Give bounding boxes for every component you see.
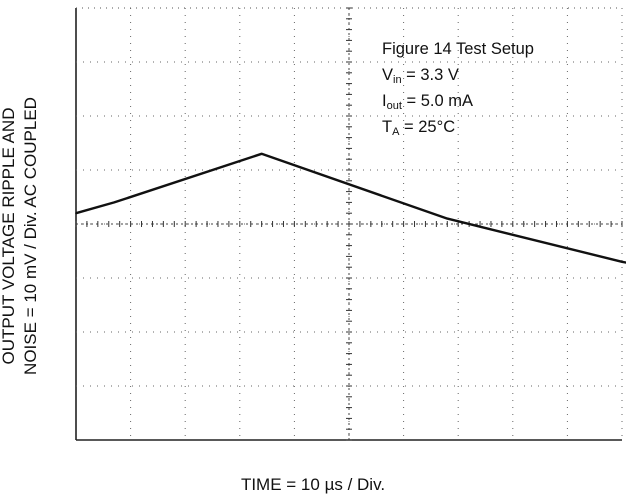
- test-conditions-annotation: Figure 14 Test Setup Vin = 3.3 V Iout = …: [382, 36, 534, 140]
- trace-point: [113, 201, 116, 204]
- x-axis-label: TIME = 10 µs / Div.: [240, 475, 386, 494]
- trace-point: [75, 212, 77, 214]
- annotation-vin: Vin = 3.3 V: [382, 66, 459, 86]
- annotation-setup: Figure 14 Test Setup: [382, 40, 534, 58]
- annotation-iout: Iout = 5.0 mA: [382, 92, 473, 112]
- trace-point: [260, 153, 263, 155]
- ripple-trace: [75, 152, 626, 264]
- trace-point: [446, 217, 449, 220]
- y-axis-label-line-2: NOISE = 10 mV / Div. AC COUPLED: [21, 97, 40, 375]
- trace-point: [621, 261, 623, 263]
- annotation-ta: TA = 25°C: [382, 118, 456, 138]
- y-axis-label-line-1: OUTPUT VOLTAGE RIPPLE AND: [0, 107, 18, 365]
